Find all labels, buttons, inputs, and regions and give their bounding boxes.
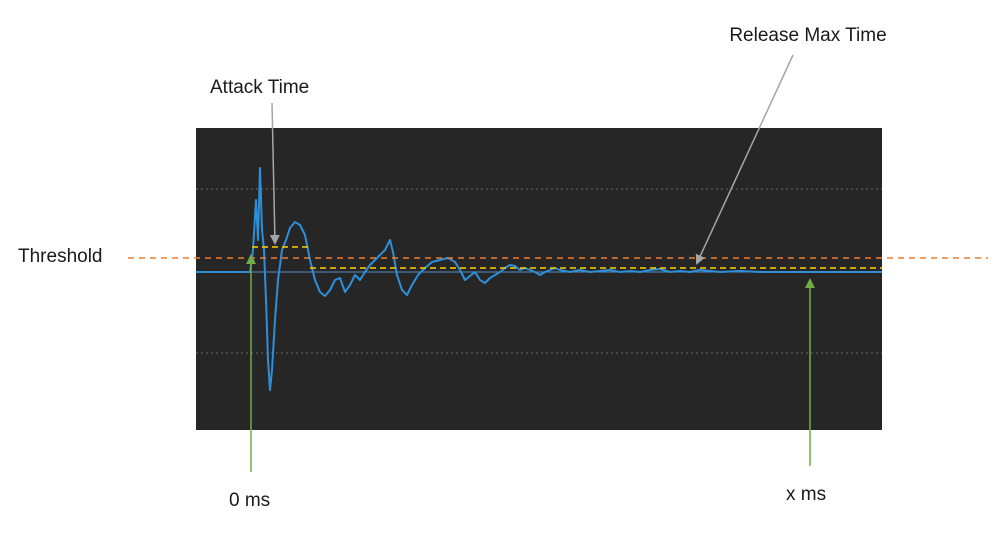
signal-panel [196, 128, 882, 430]
release-label: Release Max Time [729, 25, 886, 46]
start-label: 0 ms [229, 490, 270, 511]
threshold-label: Threshold [18, 246, 103, 267]
end-label: x ms [786, 484, 826, 505]
attack-arrow [269, 102, 280, 245]
attack-label: Attack Time [210, 77, 309, 98]
waveform [196, 167, 882, 391]
release-arrow [695, 54, 794, 265]
